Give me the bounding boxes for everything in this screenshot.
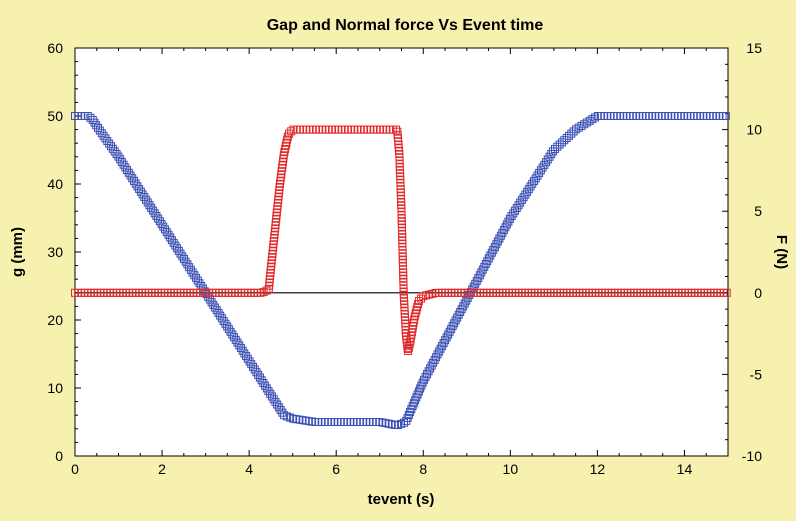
- force-point: [285, 129, 294, 138]
- gap-point: [416, 384, 425, 393]
- gap-point: [397, 419, 406, 428]
- gap-point: [413, 390, 422, 399]
- gap-point: [414, 387, 423, 396]
- x-tick-label: 4: [245, 461, 253, 477]
- force-point: [392, 125, 401, 134]
- x-axis-label: tevent (s): [368, 491, 435, 508]
- gap-point: [548, 147, 557, 156]
- gap-point: [567, 129, 576, 138]
- y-right-tick-label: 0: [754, 285, 762, 301]
- y-right-tick-label: 10: [746, 122, 762, 138]
- gap-point: [86, 113, 95, 122]
- force-point: [722, 288, 731, 297]
- x-tick-label: 14: [677, 461, 693, 477]
- gap-point: [402, 416, 411, 425]
- gap-point: [283, 412, 292, 421]
- axis-ticks: 0 2 4 6 8 10 12 14 0 10 20 30 40 50 60 -10 -5 0 5 10 15: [47, 40, 762, 477]
- chart-title: Gap and Normal force Vs Event time: [267, 17, 544, 34]
- gap-point: [550, 144, 559, 153]
- x-tick-label: 10: [503, 461, 519, 477]
- y-right-axis-label: F (N): [773, 235, 790, 269]
- y-right-tick-label: 5: [754, 203, 762, 219]
- gap-point: [557, 138, 566, 147]
- gap-point: [409, 399, 418, 408]
- gap-point: [560, 136, 569, 145]
- y-left-axis-label: g (mm): [9, 227, 26, 277]
- y-left-tick-label: 60: [47, 40, 63, 56]
- y-left-tick-label: 10: [47, 380, 63, 396]
- gap-point: [407, 405, 416, 414]
- y-left-tick-label: 40: [47, 176, 63, 192]
- force-point: [414, 296, 423, 305]
- x-tick-label: 0: [71, 461, 79, 477]
- gap-point: [404, 411, 413, 420]
- x-tick-label: 8: [419, 461, 427, 477]
- gap-point: [591, 113, 600, 122]
- gap-point: [417, 381, 426, 390]
- y-right-tick-label: 15: [746, 40, 762, 56]
- gap-point: [412, 393, 421, 402]
- y-right-tick-label: -10: [742, 448, 762, 464]
- gap-point: [411, 396, 420, 405]
- gap-point: [562, 134, 571, 143]
- y-left-tick-label: 20: [47, 312, 63, 328]
- gap-series: [71, 112, 730, 430]
- gap-point: [553, 142, 562, 151]
- y-left-tick-label: 30: [47, 244, 63, 260]
- force-point: [262, 286, 271, 295]
- gap-point: [406, 408, 415, 417]
- gap-point: [555, 140, 564, 149]
- gap-point: [394, 421, 403, 430]
- y-left-tick-label: 50: [47, 108, 63, 124]
- x-tick-label: 12: [590, 461, 606, 477]
- force-point: [287, 127, 296, 136]
- gap-point: [721, 112, 730, 120]
- x-tick-label: 6: [332, 461, 340, 477]
- gap-point: [280, 411, 289, 420]
- plot-area: [74, 47, 729, 457]
- gap-point: [403, 413, 412, 422]
- y-right-tick-label: -5: [750, 366, 763, 382]
- force-series: [71, 125, 731, 355]
- y-left-tick-label: 0: [55, 448, 63, 464]
- gap-point: [408, 402, 417, 411]
- gap-point: [418, 378, 427, 387]
- gap-point: [564, 131, 573, 140]
- x-tick-label: 2: [158, 461, 166, 477]
